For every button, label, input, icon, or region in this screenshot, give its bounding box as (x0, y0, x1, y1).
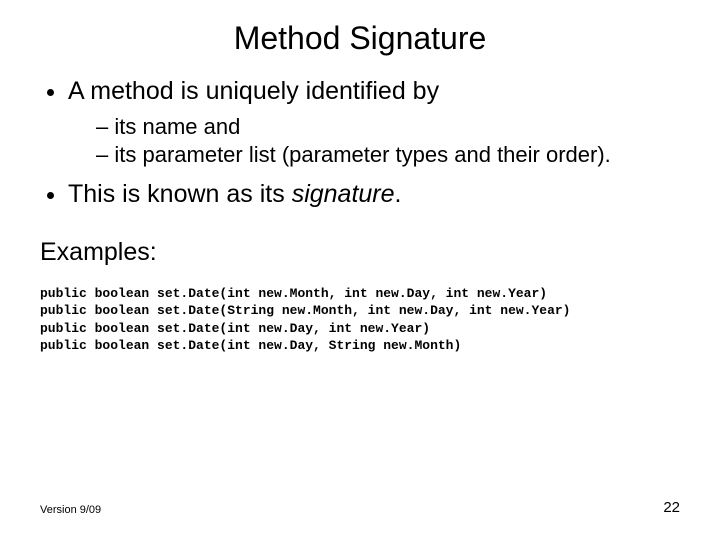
bullet-list: A method is uniquely identified by its n… (40, 75, 680, 212)
code-line-3: public boolean set.Date(int new.Day, int… (40, 321, 430, 336)
slide-title: Method Signature (40, 0, 680, 75)
sub-list: its name and its parameter list (paramet… (68, 113, 680, 170)
bullet-2-pre: This is known as its (68, 180, 292, 208)
bullet-2-em: signature (292, 180, 395, 208)
bullet-1: A method is uniquely identified by its n… (68, 75, 680, 170)
slide: Method Signature A method is uniquely id… (0, 0, 720, 540)
code-line-1: public boolean set.Date(int new.Month, i… (40, 286, 547, 301)
bullet-2: This is known as its signature. (68, 178, 680, 212)
bullet-2-post: . (395, 180, 402, 208)
code-block: public boolean set.Date(int new.Month, i… (40, 285, 680, 355)
examples-label: Examples: (40, 238, 680, 267)
code-line-2: public boolean set.Date(String new.Month… (40, 303, 571, 318)
sub-2: its parameter list (parameter types and … (96, 141, 680, 170)
footer-version: Version 9/09 (40, 504, 101, 516)
bullet-1-text: A method is uniquely identified by (68, 77, 439, 105)
page-number: 22 (663, 499, 680, 516)
code-line-4: public boolean set.Date(int new.Day, Str… (40, 338, 461, 353)
sub-1: its name and (96, 113, 680, 142)
